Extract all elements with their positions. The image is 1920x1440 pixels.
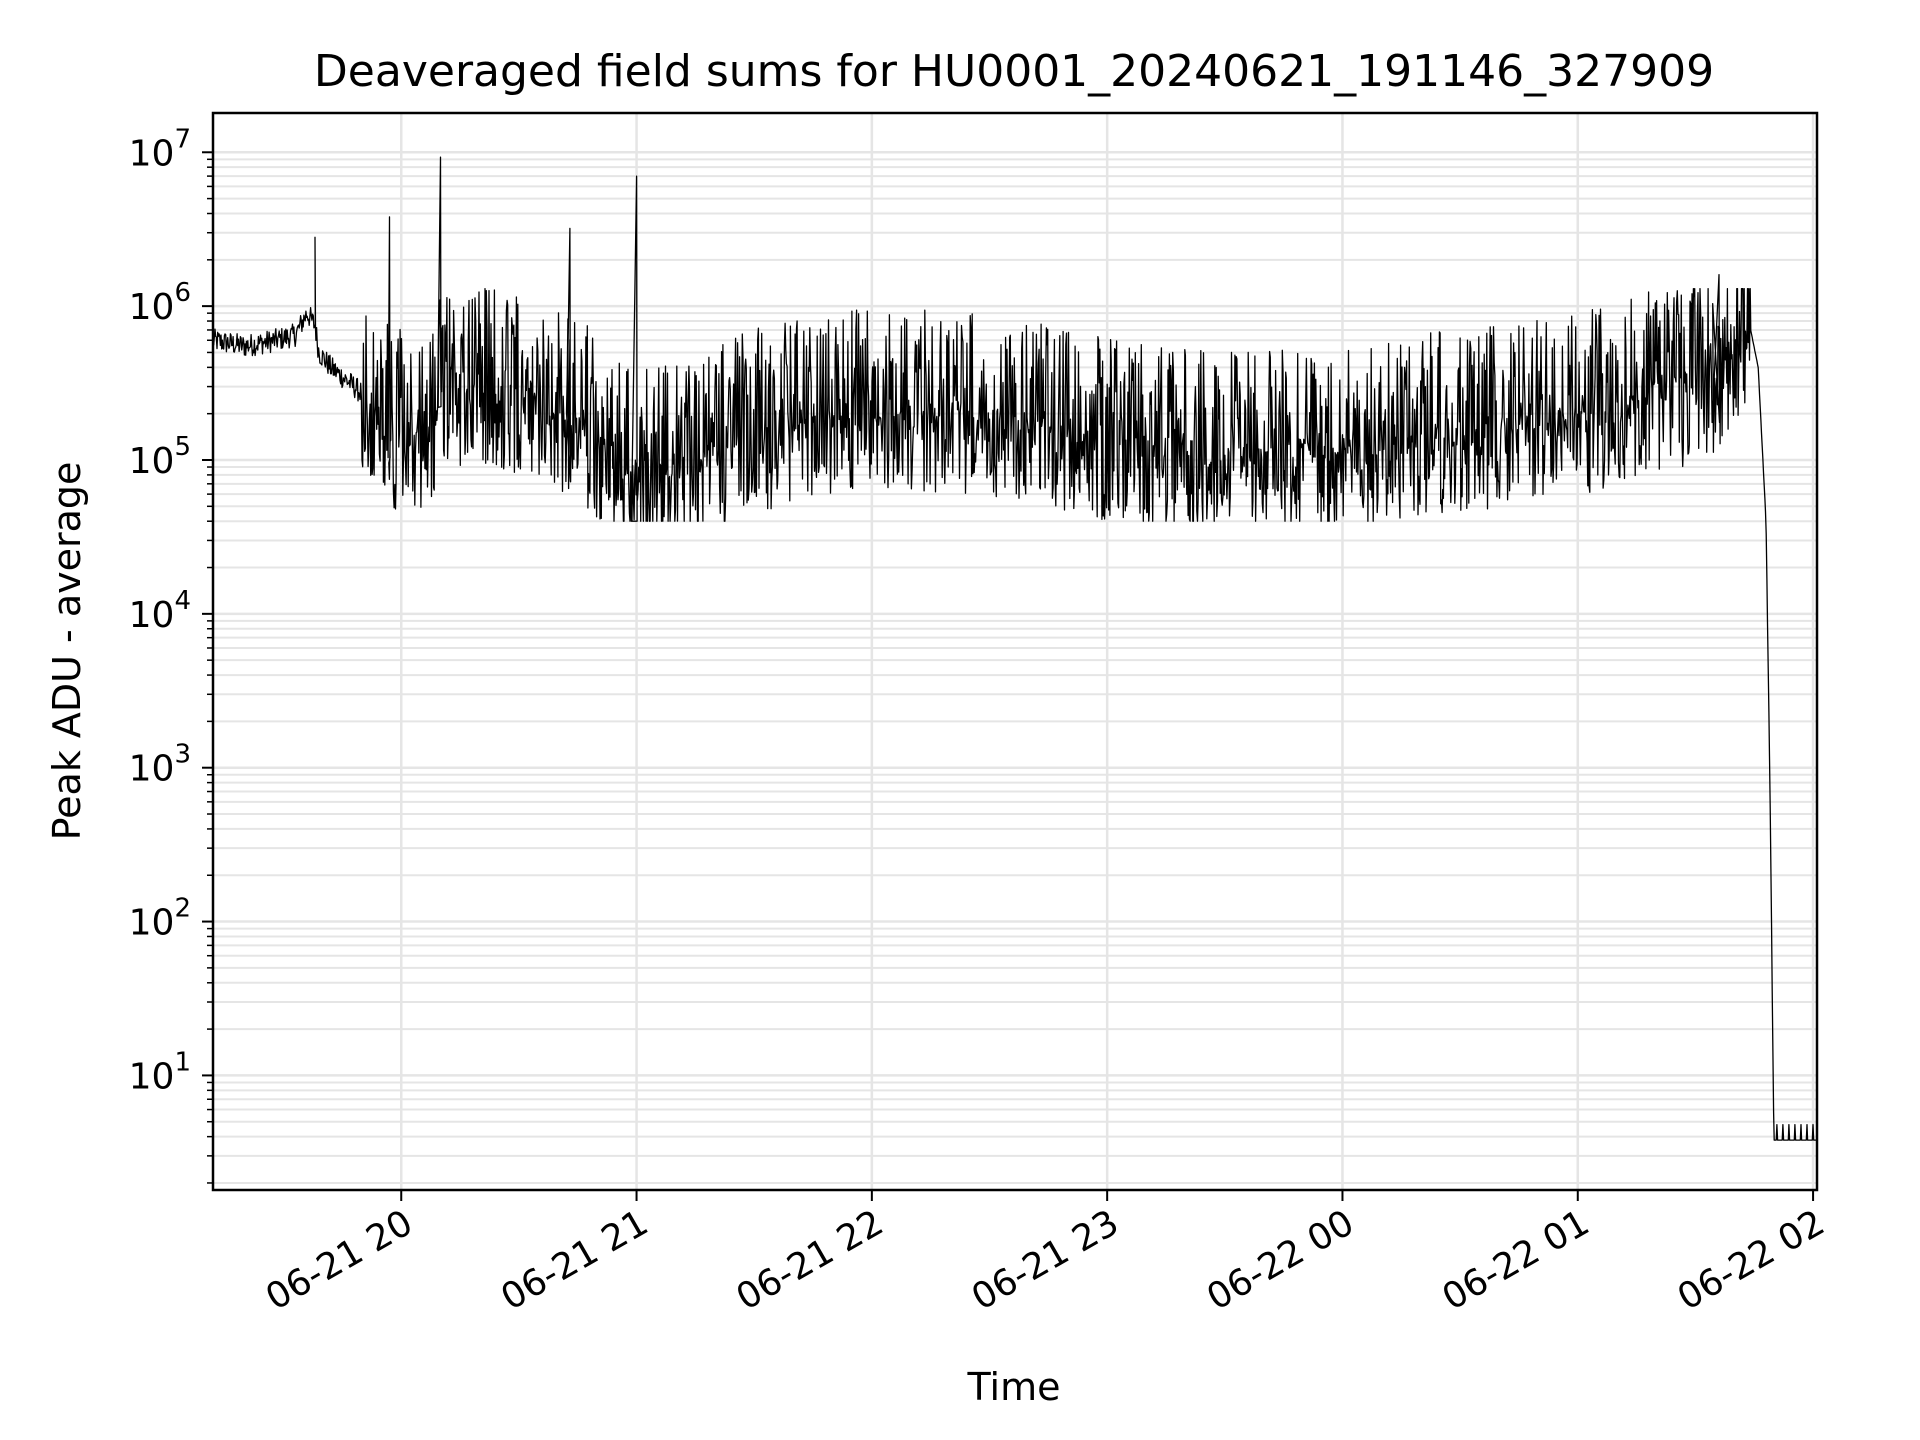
y-tick-label: 101 [129, 1047, 191, 1097]
y-tick-label: 104 [129, 586, 191, 636]
y-tick-label: 106 [129, 278, 191, 328]
x-axis-label: Time [967, 1365, 1061, 1409]
x-tick-label: 06-22 01 [1436, 1202, 1597, 1318]
y-tick-label: 105 [129, 432, 191, 482]
y-tick-label: 103 [129, 740, 191, 790]
y-axis: 101 102 103 104 105 106 107 [129, 124, 213, 1184]
plot-area [212, 156, 1817, 1141]
y-tick-label: 107 [129, 124, 191, 174]
series-line [212, 156, 1817, 1141]
x-tick-label: 06-21 23 [965, 1202, 1126, 1318]
y-axis-label: Peak ADU - average [45, 462, 89, 841]
x-tick-label: 06-22 00 [1200, 1202, 1361, 1318]
axes-frame [211, 111, 1819, 1192]
x-tick-label: 06-21 21 [494, 1202, 655, 1318]
grid [213, 113, 1817, 1190]
y-tick-label: 102 [129, 894, 191, 944]
x-tick-label: 06-21 22 [730, 1202, 891, 1318]
x-tick-label: 06-22 02 [1671, 1202, 1832, 1318]
x-axis: 06-21 20 06-21 21 06-21 22 06-21 23 06-22 00… [259, 1190, 1832, 1319]
chart-title: Deaveraged field sums for HU0001_2024062… [314, 46, 1714, 97]
x-tick-label: 06-21 20 [259, 1202, 420, 1318]
